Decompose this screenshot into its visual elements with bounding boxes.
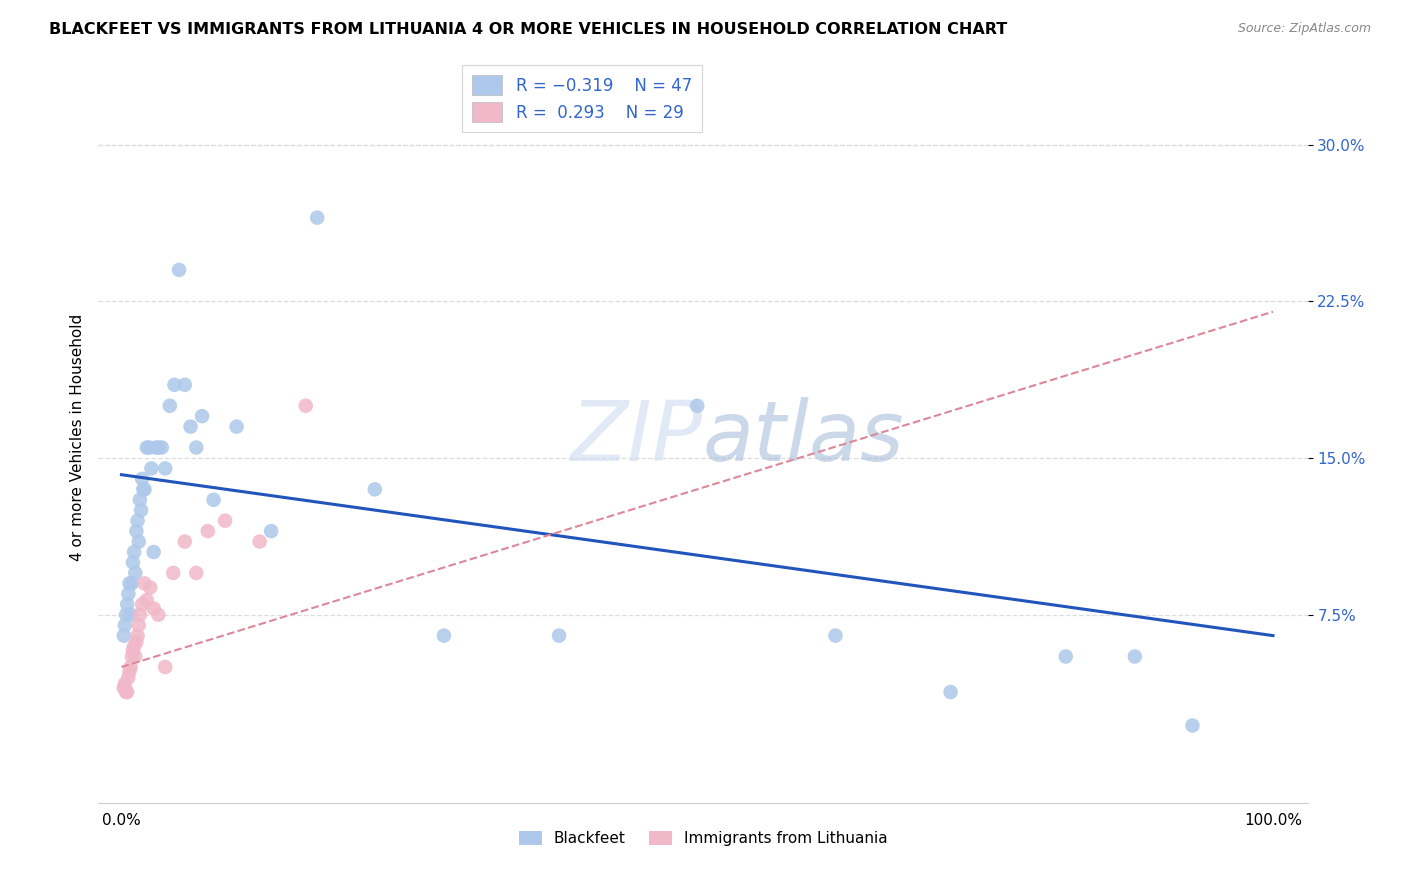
Point — [186, 566, 208, 580]
Point — [202, 492, 225, 507]
Point — [162, 566, 184, 580]
Point — [173, 377, 195, 392]
Point — [145, 441, 167, 455]
Point — [128, 607, 150, 622]
Text: BLACKFEET VS IMMIGRANTS FROM LITHUANIA 4 OR MORE VEHICLES IN HOUSEHOLD CORRELATI: BLACKFEET VS IMMIGRANTS FROM LITHUANIA 4… — [49, 22, 1008, 37]
Text: Source: ZipAtlas.com: Source: ZipAtlas.com — [1237, 22, 1371, 36]
Point — [120, 607, 142, 622]
Point — [118, 664, 141, 678]
Point — [121, 576, 143, 591]
Point — [115, 685, 138, 699]
Point — [128, 492, 150, 507]
Point — [249, 534, 271, 549]
Point — [125, 635, 148, 649]
Point — [115, 607, 138, 622]
Point — [115, 685, 138, 699]
Point — [433, 629, 456, 643]
Point — [135, 441, 157, 455]
Point — [127, 629, 149, 643]
Point — [1054, 649, 1077, 664]
Point — [1123, 649, 1146, 664]
Point — [122, 545, 145, 559]
Point — [1181, 718, 1204, 732]
Point — [128, 534, 150, 549]
Point — [939, 685, 962, 699]
Point — [134, 576, 156, 591]
Point — [135, 593, 157, 607]
Point — [173, 534, 195, 549]
Point — [364, 483, 387, 497]
Point — [197, 524, 219, 538]
Point — [186, 441, 208, 455]
Point — [214, 514, 236, 528]
Point — [155, 461, 177, 475]
Point — [117, 670, 139, 684]
Point — [148, 441, 170, 455]
Point — [155, 660, 177, 674]
Point — [122, 639, 145, 653]
Point — [124, 649, 146, 664]
Legend: Blackfeet, Immigrants from Lithuania: Blackfeet, Immigrants from Lithuania — [519, 831, 887, 847]
Point — [548, 629, 571, 643]
Point — [120, 660, 142, 674]
Text: ZIP: ZIP — [571, 397, 703, 477]
Point — [131, 597, 153, 611]
Point — [122, 643, 145, 657]
Point — [132, 483, 155, 497]
Point — [131, 472, 153, 486]
Point — [115, 597, 138, 611]
Point — [191, 409, 214, 424]
Point — [307, 211, 329, 225]
Point — [122, 556, 145, 570]
Point — [127, 514, 149, 528]
Text: atlas: atlas — [703, 397, 904, 477]
Point — [260, 524, 283, 538]
Point — [112, 629, 135, 643]
Point — [294, 399, 316, 413]
Point — [138, 441, 160, 455]
Point — [129, 503, 152, 517]
Point — [134, 483, 156, 497]
Point — [112, 681, 135, 695]
Point — [139, 581, 162, 595]
Point — [141, 461, 163, 475]
Point — [225, 419, 247, 434]
Point — [824, 629, 846, 643]
Point — [142, 601, 165, 615]
Point — [686, 399, 709, 413]
Point — [150, 441, 173, 455]
Point — [180, 419, 202, 434]
Point — [159, 399, 181, 413]
Point — [167, 263, 190, 277]
Point — [118, 576, 141, 591]
Point — [117, 587, 139, 601]
Point — [125, 524, 148, 538]
Point — [148, 607, 170, 622]
Point — [163, 377, 186, 392]
Y-axis label: 4 or more Vehicles in Household: 4 or more Vehicles in Household — [69, 313, 84, 561]
Point — [114, 618, 136, 632]
Point — [124, 566, 146, 580]
Point — [128, 618, 150, 632]
Point — [142, 545, 165, 559]
Point — [121, 649, 143, 664]
Point — [114, 676, 136, 690]
